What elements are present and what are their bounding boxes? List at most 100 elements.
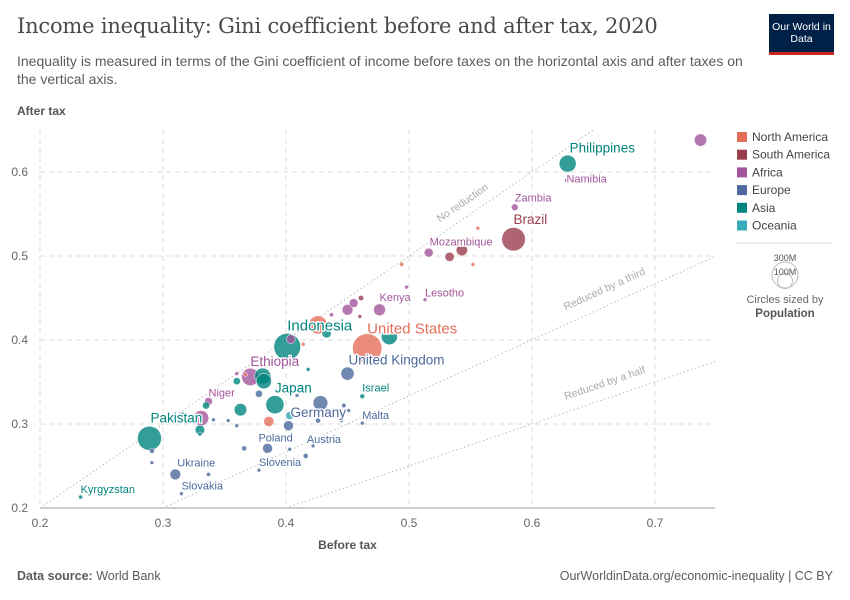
- data-point: [358, 295, 364, 301]
- x-tick-label: 0.6: [524, 516, 541, 530]
- point-label: Brazil: [514, 212, 548, 227]
- data-point: [149, 460, 155, 465]
- data-point: [321, 328, 332, 339]
- data-point: [262, 443, 273, 454]
- data-point: [315, 417, 321, 424]
- data-point: [422, 297, 428, 302]
- size-legend-title: Circles sized by: [746, 294, 824, 306]
- data-point: [206, 472, 211, 477]
- data-point: [341, 304, 354, 316]
- data-point: [302, 453, 309, 459]
- data-point: [341, 402, 347, 409]
- chart-title: Income inequality: Gini coefficient befo…: [17, 14, 658, 38]
- point-label: Philippines: [570, 141, 636, 156]
- data-point: [423, 247, 434, 258]
- data-point: [202, 401, 210, 410]
- reference-line-label: Reduced by a half: [563, 364, 647, 403]
- legend-swatch: [737, 149, 747, 160]
- legend-item-south-america[interactable]: South America: [737, 148, 830, 162]
- reference-line-label: No reduction: [435, 181, 491, 225]
- point-label: Niger: [209, 387, 236, 399]
- data-point: [357, 314, 363, 319]
- legend-label: North America: [752, 130, 828, 144]
- data-point: [234, 423, 240, 428]
- point-label: Kenya: [379, 292, 411, 304]
- footer-url[interactable]: OurWorldinData.org/economic-inequality |…: [559, 569, 833, 583]
- point-label: Zambia: [515, 192, 553, 204]
- y-tick-label: 0.6: [11, 165, 28, 179]
- data-point: [346, 408, 351, 413]
- legend-item-asia[interactable]: Asia: [737, 201, 776, 215]
- point-label: United Kingdom: [349, 353, 445, 368]
- data-point: [329, 312, 334, 318]
- data-point: [305, 367, 311, 372]
- owid-logo[interactable]: Our World in Data: [769, 14, 834, 55]
- data-point: [511, 203, 519, 211]
- size-legend-value: 300M: [774, 253, 797, 263]
- data-point: [312, 395, 329, 411]
- data-point: [255, 389, 263, 398]
- data-point: [475, 226, 481, 231]
- legend-swatch: [737, 185, 747, 196]
- data-point: [255, 373, 272, 390]
- source-label: Data source:: [17, 569, 93, 583]
- point-label: Namibia: [566, 173, 607, 185]
- chart-subtitle: Inequality is measured in terms of the G…: [17, 53, 743, 87]
- data-source: Data source: World Bank: [17, 569, 161, 583]
- reference-line-label: Reduced by a third: [562, 266, 647, 314]
- point-label: Pakistan: [150, 410, 202, 425]
- legend-label: Oceania: [752, 219, 797, 233]
- data-point: [225, 418, 231, 423]
- data-point: [137, 426, 162, 451]
- point-label: Indonesia: [287, 318, 353, 335]
- data-point: [340, 366, 355, 381]
- data-point: [310, 443, 316, 449]
- point-label: Malta: [362, 410, 390, 422]
- data-point: [373, 303, 386, 316]
- data-point: [359, 393, 365, 399]
- data-point: [380, 328, 398, 345]
- x-tick-label: 0.5: [401, 516, 418, 530]
- point-label: Poland: [258, 433, 292, 445]
- data-point: [211, 417, 216, 423]
- size-legend-variable: Population: [755, 308, 814, 320]
- y-tick-label: 0.4: [11, 333, 28, 347]
- legend-item-oceania[interactable]: Oceania: [737, 219, 797, 233]
- data-point: [694, 133, 707, 147]
- point-label: Austria: [307, 434, 342, 446]
- point-label: Japan: [275, 381, 312, 396]
- reference-line: [285, 360, 717, 509]
- legend-item-north-america[interactable]: North America: [737, 130, 828, 144]
- y-tick-label: 0.2: [11, 501, 28, 515]
- x-tick-label: 0.3: [155, 516, 172, 530]
- data-point: [169, 468, 181, 481]
- legend-item-europe[interactable]: Europe: [737, 183, 791, 197]
- data-point: [234, 371, 240, 376]
- legend-label: Asia: [752, 201, 776, 215]
- x-axis-label: Before tax: [318, 538, 377, 552]
- data-point: [265, 395, 285, 415]
- x-tick-label: 0.2: [32, 516, 49, 530]
- x-tick-label: 0.4: [278, 516, 295, 530]
- data-point: [179, 491, 184, 496]
- data-point: [263, 416, 275, 427]
- point-label: United States: [367, 320, 457, 337]
- legend-swatch: [737, 220, 747, 231]
- data-point: [404, 284, 409, 290]
- legend-label: Africa: [752, 165, 783, 179]
- data-point: [455, 244, 468, 257]
- legend-label: South America: [752, 148, 830, 162]
- data-point: [149, 448, 155, 454]
- data-point: [286, 334, 296, 344]
- y-tick-label: 0.5: [11, 249, 28, 263]
- data-point: [233, 403, 248, 417]
- data-point: [197, 431, 203, 437]
- data-point: [294, 393, 300, 398]
- data-point: [283, 420, 294, 431]
- legend-item-africa[interactable]: Africa: [737, 165, 783, 179]
- point-label: Germany: [290, 405, 346, 420]
- source-name[interactable]: World Bank: [96, 569, 161, 583]
- point-label: Slovenia: [259, 457, 302, 469]
- y-axis-label: After tax: [17, 104, 66, 118]
- point-label: Lesotho: [425, 288, 464, 300]
